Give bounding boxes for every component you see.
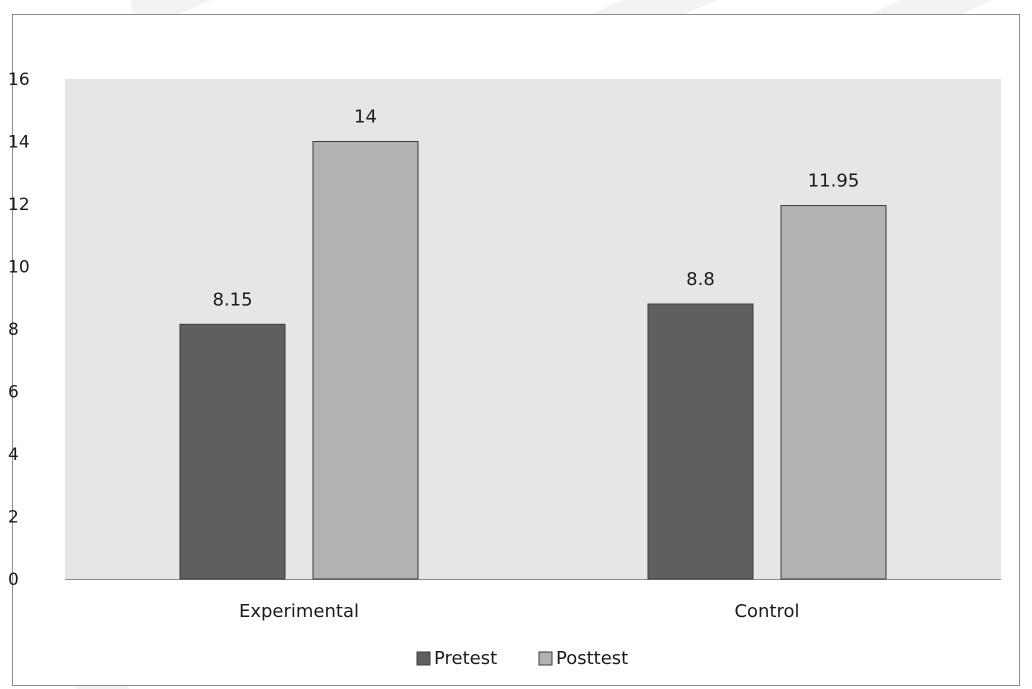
category-labels: Experimental Control — [239, 601, 800, 622]
y-tick-label: 10 — [8, 258, 30, 278]
y-tick-label: 6 — [8, 383, 19, 403]
bar-posttest-experimental — [312, 141, 419, 580]
data-label: 8.8 — [686, 269, 715, 290]
y-tick-label: 8 — [8, 320, 19, 340]
category-label: Control — [734, 601, 799, 622]
bar-pretest-experimental — [179, 323, 286, 580]
category-label: Experimental — [239, 601, 359, 622]
bar-posttest-control — [780, 205, 887, 580]
y-axis-tick-labels: 0 2 4 6 8 10 12 14 16 — [8, 70, 30, 590]
bar-pretest-control — [647, 303, 754, 580]
y-tick-label: 2 — [8, 508, 19, 528]
bars — [179, 141, 887, 580]
y-tick-label: 14 — [8, 133, 30, 153]
legend-swatch-posttest — [538, 651, 553, 666]
y-tick-label: 12 — [8, 195, 30, 215]
data-labels: 8.15 14 8.8 11.95 — [212, 107, 859, 311]
legend-label-pretest: Pretest — [434, 648, 497, 669]
legend-label-posttest: Posttest — [556, 648, 628, 669]
y-tick-label: 0 — [8, 570, 19, 590]
y-tick-label: 4 — [8, 445, 19, 465]
data-label: 11.95 — [808, 171, 860, 192]
legend: Pretest Posttest — [416, 648, 628, 669]
y-tick-label: 16 — [8, 70, 30, 90]
data-label: 8.15 — [212, 289, 252, 310]
data-label: 14 — [354, 107, 377, 128]
legend-swatch-pretest — [416, 651, 431, 666]
